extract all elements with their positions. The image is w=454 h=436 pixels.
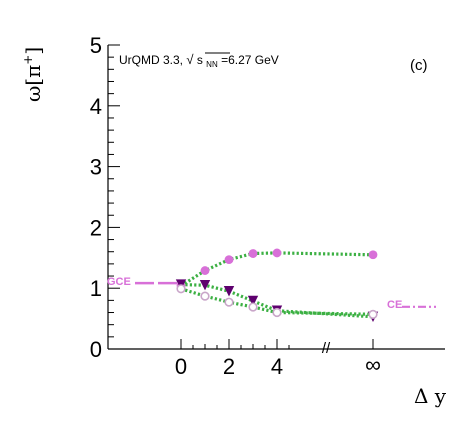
x-axis-break: // <box>322 340 331 357</box>
data-point-filled-circle <box>368 250 378 260</box>
data-series <box>175 248 379 322</box>
data-point-open-circle <box>200 291 210 301</box>
x-axis: 0 2 4 ∞ // <box>175 339 381 379</box>
x-axis-title: Δ y <box>414 384 447 408</box>
y-tick-label: 4 <box>90 94 102 119</box>
data-point-open-circle <box>224 297 234 307</box>
data-point-filled-circle <box>248 249 258 258</box>
data-point-open-circle <box>248 302 258 312</box>
x-tick-label: 4 <box>271 354 283 379</box>
data-point-filled-circle <box>200 266 210 275</box>
data-point-triangle <box>247 295 259 307</box>
data-point-open-circle <box>368 309 378 319</box>
gce-label: GCE <box>107 276 131 288</box>
data-point-filled-circle <box>224 255 234 265</box>
data-point-open-circle <box>272 307 282 318</box>
data-point-triangle <box>223 286 235 297</box>
fit-curve-1 <box>180 251 374 288</box>
y-tick-label: 5 <box>90 33 102 58</box>
panel-label: (c) <box>410 57 428 74</box>
x-tick-label: 2 <box>223 354 235 379</box>
fit-curve-3 <box>180 287 374 316</box>
annotation: UrQMD 3.3, √ s NN =6.27 GeV <box>119 52 279 70</box>
reference-lines: GCE CE <box>107 276 436 311</box>
sqrt-arg: s <box>197 53 203 67</box>
x-tick-label: 0 <box>175 354 187 379</box>
data-point-open-circle <box>176 284 186 294</box>
y-tick-label: 2 <box>90 215 102 240</box>
data-point-triangle <box>199 279 211 291</box>
y-axis: 0 1 2 3 4 5 <box>90 33 120 362</box>
y-tick-label: 1 <box>90 276 102 301</box>
y-tick-label: 0 <box>90 337 102 362</box>
y-tick-label: 3 <box>90 155 102 180</box>
ce-label: CE <box>387 299 402 311</box>
data-point-filled-circle <box>272 248 282 258</box>
y-axis-title: ω[π+] <box>21 47 45 102</box>
sqrt-sub: NN <box>206 60 218 69</box>
x-tick-label: ∞ <box>365 352 381 377</box>
